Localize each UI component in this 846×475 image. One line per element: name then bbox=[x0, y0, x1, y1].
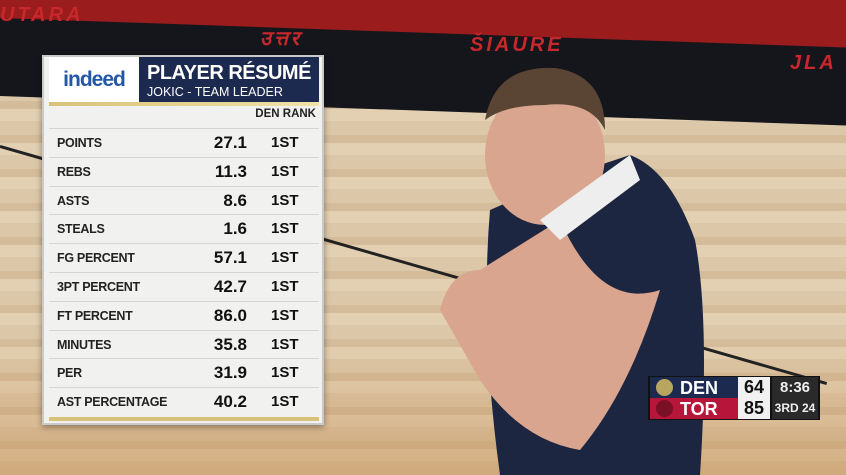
raptors-logo-icon bbox=[656, 400, 673, 417]
team-score: 85 bbox=[738, 398, 770, 419]
column-header: DEN RANK bbox=[255, 108, 316, 120]
divider bbox=[49, 417, 319, 421]
stat-row: POINTS 27.1 1ST bbox=[49, 128, 319, 156]
stat-rank: 1ST bbox=[271, 191, 299, 209]
banner-text: JLA bbox=[790, 52, 837, 74]
graphic-header: PLAYER RÉSUMÉ JOKIC - TEAM LEADER bbox=[139, 57, 319, 102]
team-den: DEN bbox=[650, 377, 738, 398]
stat-label: STEALS bbox=[57, 222, 105, 237]
banner-text: UTARA bbox=[0, 4, 84, 26]
stat-value: 31.9 bbox=[213, 363, 247, 383]
banner-text: ŠIAURE bbox=[470, 34, 564, 56]
stat-value: 11.3 bbox=[214, 161, 247, 181]
stat-row: FT PERCENT 86.0 1ST bbox=[49, 300, 319, 329]
stat-rank: 1ST bbox=[271, 162, 299, 180]
stat-label: 3PT PERCENT bbox=[57, 280, 140, 294]
stat-row: AST PERCENTAGE 40.2 1ST bbox=[49, 387, 319, 415]
stat-row: 3PT PERCENT 42.7 1ST bbox=[49, 272, 319, 300]
stat-row: PER 31.9 1ST bbox=[49, 358, 319, 386]
team-abbr: DEN bbox=[680, 378, 719, 398]
stat-value: 27.1 bbox=[213, 133, 247, 152]
stat-rank: 1ST bbox=[271, 393, 299, 411]
period: 3RD bbox=[774, 401, 799, 415]
stat-rank: 1ST bbox=[271, 249, 299, 267]
stat-label: FG PERCENT bbox=[57, 251, 135, 266]
stat-row: ASTS 8.6 1ST bbox=[49, 185, 319, 214]
stat-value: 86.0 bbox=[213, 305, 247, 325]
stat-rank: 1ST bbox=[271, 220, 299, 238]
stat-label: POINTS bbox=[57, 136, 102, 150]
divider bbox=[49, 102, 319, 106]
stat-rank: 1ST bbox=[271, 335, 299, 353]
team-abbr: TOR bbox=[680, 399, 718, 419]
stat-value: 42.7 bbox=[213, 277, 247, 296]
stat-label: MINUTES bbox=[57, 337, 112, 352]
scoreboard: DEN TOR 64 85 8:36 3RD 24 bbox=[648, 376, 820, 420]
graphic-subtitle: JOKIC - TEAM LEADER bbox=[147, 85, 283, 99]
stat-rank: 1ST bbox=[271, 134, 299, 151]
stat-label: FT PERCENT bbox=[57, 308, 133, 323]
stat-label: AST PERCENTAGE bbox=[57, 395, 168, 410]
stat-row: MINUTES 35.8 1ST bbox=[49, 329, 319, 358]
stat-row: STEALS 1.6 1ST bbox=[49, 214, 319, 242]
player-image bbox=[440, 67, 704, 475]
stat-value: 40.2 bbox=[213, 392, 247, 412]
stat-value: 1.6 bbox=[223, 219, 247, 239]
indeed-logo: indeed bbox=[49, 57, 139, 102]
banner-text: उत्तर bbox=[260, 28, 302, 50]
stat-value: 57.1 bbox=[213, 248, 247, 268]
player-resume-graphic: indeed PLAYER RÉSUMÉ JOKIC - TEAM LEADER… bbox=[42, 55, 324, 425]
team-score: 64 bbox=[738, 377, 770, 398]
stat-value: 8.6 bbox=[223, 190, 247, 210]
stat-label: ASTS bbox=[57, 193, 90, 208]
stat-row: FG PERCENT 57.1 1ST bbox=[49, 243, 319, 271]
stat-rank: 1ST bbox=[271, 306, 299, 324]
period-shotclock: 3RD 24 bbox=[772, 398, 818, 419]
stat-value: 35.8 bbox=[213, 334, 247, 354]
nuggets-logo-icon bbox=[656, 379, 673, 396]
stat-row: REBS 11.3 1ST bbox=[49, 156, 319, 185]
stat-rank: 1ST bbox=[271, 364, 299, 382]
shot-clock: 24 bbox=[802, 401, 816, 415]
stat-label: PER bbox=[57, 366, 82, 381]
graphic-title: PLAYER RÉSUMÉ bbox=[147, 62, 311, 84]
team-tor: TOR bbox=[650, 398, 738, 419]
game-clock: 8:36 bbox=[772, 377, 818, 398]
stat-rank: 1ST bbox=[271, 278, 299, 295]
stat-label: REBS bbox=[57, 164, 91, 179]
